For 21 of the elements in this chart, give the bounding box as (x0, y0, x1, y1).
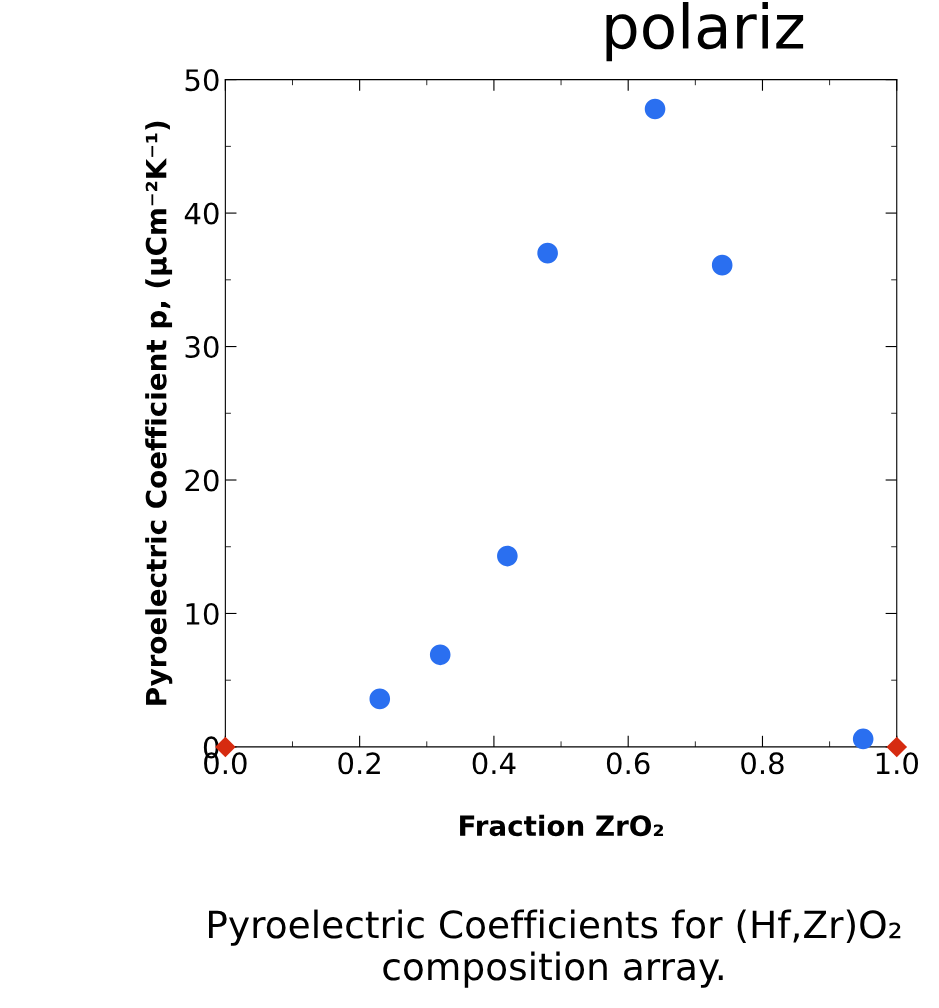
point (852, 728, 874, 750)
y-tick-label: 50 (185, 69, 219, 92)
point (644, 98, 666, 120)
point (497, 545, 518, 567)
point (369, 688, 391, 710)
x-tick-label: 0.8 (741, 752, 784, 775)
x-tick-label: 0.2 (338, 752, 380, 775)
x-tick-label: 0.6 (606, 752, 650, 775)
x-tick-label: 1.0 (876, 752, 918, 775)
point (711, 254, 733, 276)
y-tick-label: 30 (185, 335, 219, 359)
point (429, 644, 451, 666)
x-tick-label: 0.4 (472, 752, 516, 775)
y-tick-label: 20 (185, 469, 219, 492)
y-tick-label: 40 (184, 202, 219, 225)
text: polariz (606, 2, 804, 62)
y-axis-title: Pyroelectric Coefficient p, (μCm⁻²K⁻¹) (145, 121, 173, 705)
x-axis-title: Fraction ZrO₂ (460, 814, 664, 837)
text: Pyroelectric Coefficients for (Hf,Zr)O₂ composition array. (209, 909, 901, 988)
point (537, 242, 558, 264)
y-tick-label: 10 (186, 602, 219, 625)
